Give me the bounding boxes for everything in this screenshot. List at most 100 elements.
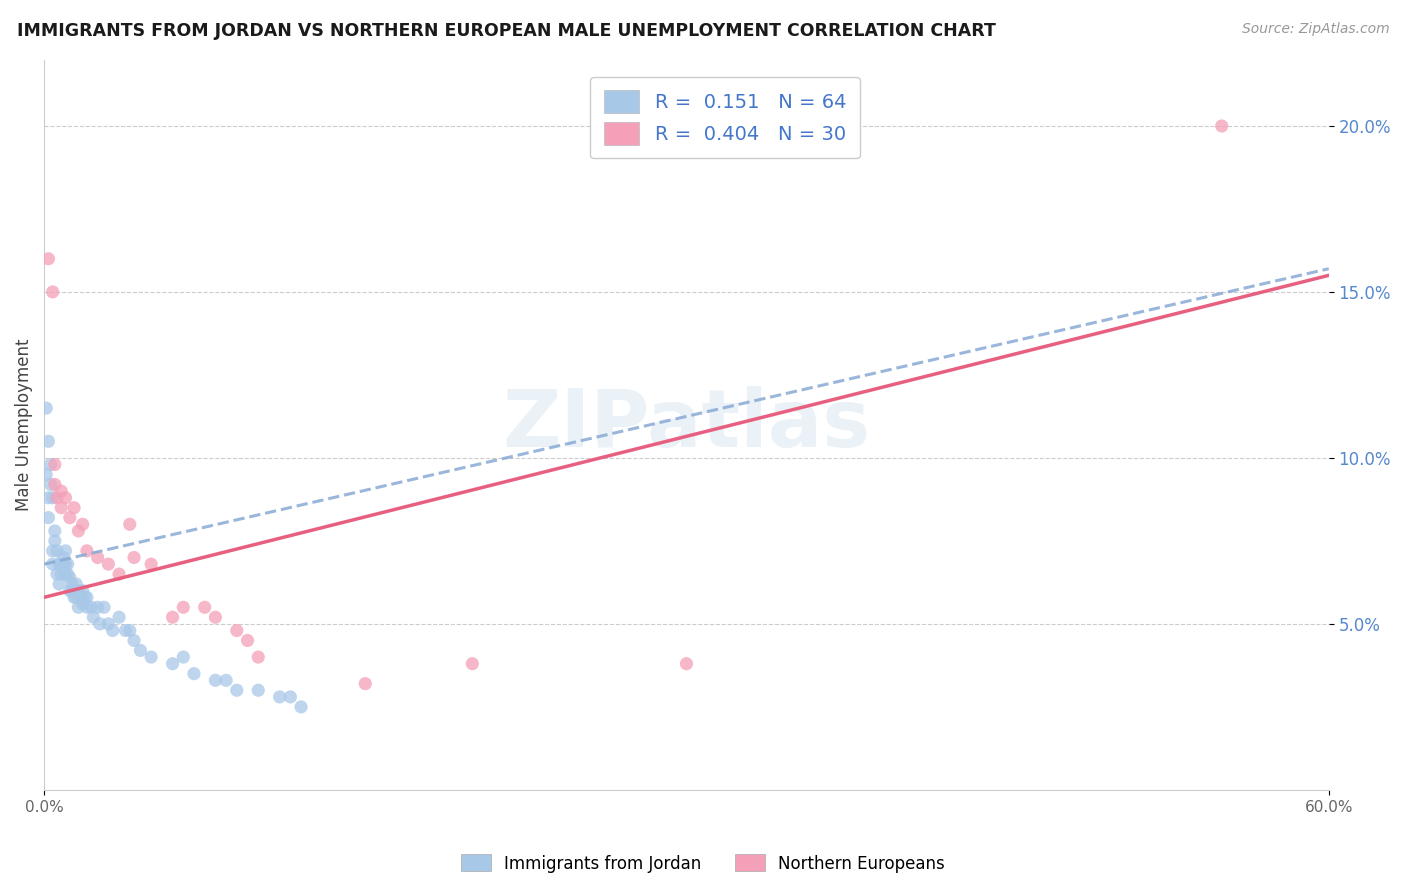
Point	[461, 657, 484, 671]
Point	[65, 577, 87, 591]
Point	[37, 510, 59, 524]
Point	[247, 683, 270, 698]
Point	[269, 690, 291, 704]
Point	[44, 458, 66, 472]
Point	[41, 285, 63, 299]
Point	[101, 624, 124, 638]
Point	[76, 591, 98, 605]
Point	[51, 567, 73, 582]
Point	[67, 524, 90, 538]
Point	[63, 583, 86, 598]
Point	[225, 624, 247, 638]
Point	[108, 567, 131, 582]
Text: IMMIGRANTS FROM JORDAN VS NORTHERN EUROPEAN MALE UNEMPLOYMENT CORRELATION CHART: IMMIGRANTS FROM JORDAN VS NORTHERN EUROP…	[17, 22, 995, 40]
Point	[59, 583, 82, 598]
Point	[97, 616, 120, 631]
Point	[76, 600, 98, 615]
Point	[56, 567, 79, 582]
Point	[72, 517, 94, 532]
Point	[675, 657, 697, 671]
Point	[278, 690, 301, 704]
Point	[41, 491, 63, 505]
Point	[247, 650, 270, 665]
Point	[48, 557, 70, 571]
Point	[37, 252, 59, 266]
Point	[55, 567, 77, 582]
Point	[86, 600, 108, 615]
Point	[225, 683, 247, 698]
Point	[204, 673, 226, 688]
Point	[69, 591, 91, 605]
Point	[35, 401, 58, 416]
Point	[41, 557, 63, 571]
Point	[114, 624, 136, 638]
Point	[48, 577, 70, 591]
Point	[76, 544, 98, 558]
Point	[141, 557, 163, 571]
Point	[122, 550, 145, 565]
Point	[118, 624, 141, 638]
Legend: R =  0.151   N = 64, R =  0.404   N = 30: R = 0.151 N = 64, R = 0.404 N = 30	[591, 77, 859, 159]
Point	[162, 610, 184, 624]
Point	[97, 557, 120, 571]
Point	[194, 600, 217, 615]
Point	[129, 643, 152, 657]
Point	[93, 600, 115, 615]
Point	[72, 597, 94, 611]
Point	[44, 477, 66, 491]
Point	[44, 524, 66, 538]
Point	[82, 610, 104, 624]
Point	[46, 544, 69, 558]
Point	[60, 583, 83, 598]
Point	[236, 633, 259, 648]
Point	[51, 484, 73, 499]
Point	[65, 591, 87, 605]
Point	[56, 557, 79, 571]
Point	[55, 557, 77, 571]
Point	[63, 500, 86, 515]
Point	[51, 557, 73, 571]
Text: ZIPatlas: ZIPatlas	[502, 385, 870, 464]
Point	[73, 591, 96, 605]
Point	[59, 510, 82, 524]
Point	[122, 633, 145, 648]
Point	[39, 458, 62, 472]
Point	[55, 544, 77, 558]
Point	[72, 583, 94, 598]
Legend: Immigrants from Jordan, Northern Europeans: Immigrants from Jordan, Northern Europea…	[454, 847, 952, 880]
Text: Source: ZipAtlas.com: Source: ZipAtlas.com	[1241, 22, 1389, 37]
Point	[118, 517, 141, 532]
Point	[46, 567, 69, 582]
Point	[41, 544, 63, 558]
Point	[172, 650, 194, 665]
Point	[67, 583, 90, 598]
Point	[59, 570, 82, 584]
Point	[51, 500, 73, 515]
Point	[183, 666, 205, 681]
Point	[290, 699, 312, 714]
Point	[89, 616, 111, 631]
Point	[141, 650, 163, 665]
Point	[162, 657, 184, 671]
Point	[354, 676, 377, 690]
Point	[63, 591, 86, 605]
Point	[172, 600, 194, 615]
Y-axis label: Male Unemployment: Male Unemployment	[15, 338, 32, 511]
Point	[37, 434, 59, 449]
Point	[52, 550, 75, 565]
Point	[46, 491, 69, 505]
Point	[52, 557, 75, 571]
Point	[204, 610, 226, 624]
Point	[80, 600, 103, 615]
Point	[44, 533, 66, 548]
Point	[35, 467, 58, 482]
Point	[37, 491, 59, 505]
Point	[108, 610, 131, 624]
Point	[1211, 119, 1233, 133]
Point	[215, 673, 238, 688]
Point	[86, 550, 108, 565]
Point	[67, 600, 90, 615]
Point	[60, 577, 83, 591]
Point	[55, 491, 77, 505]
Point	[39, 477, 62, 491]
